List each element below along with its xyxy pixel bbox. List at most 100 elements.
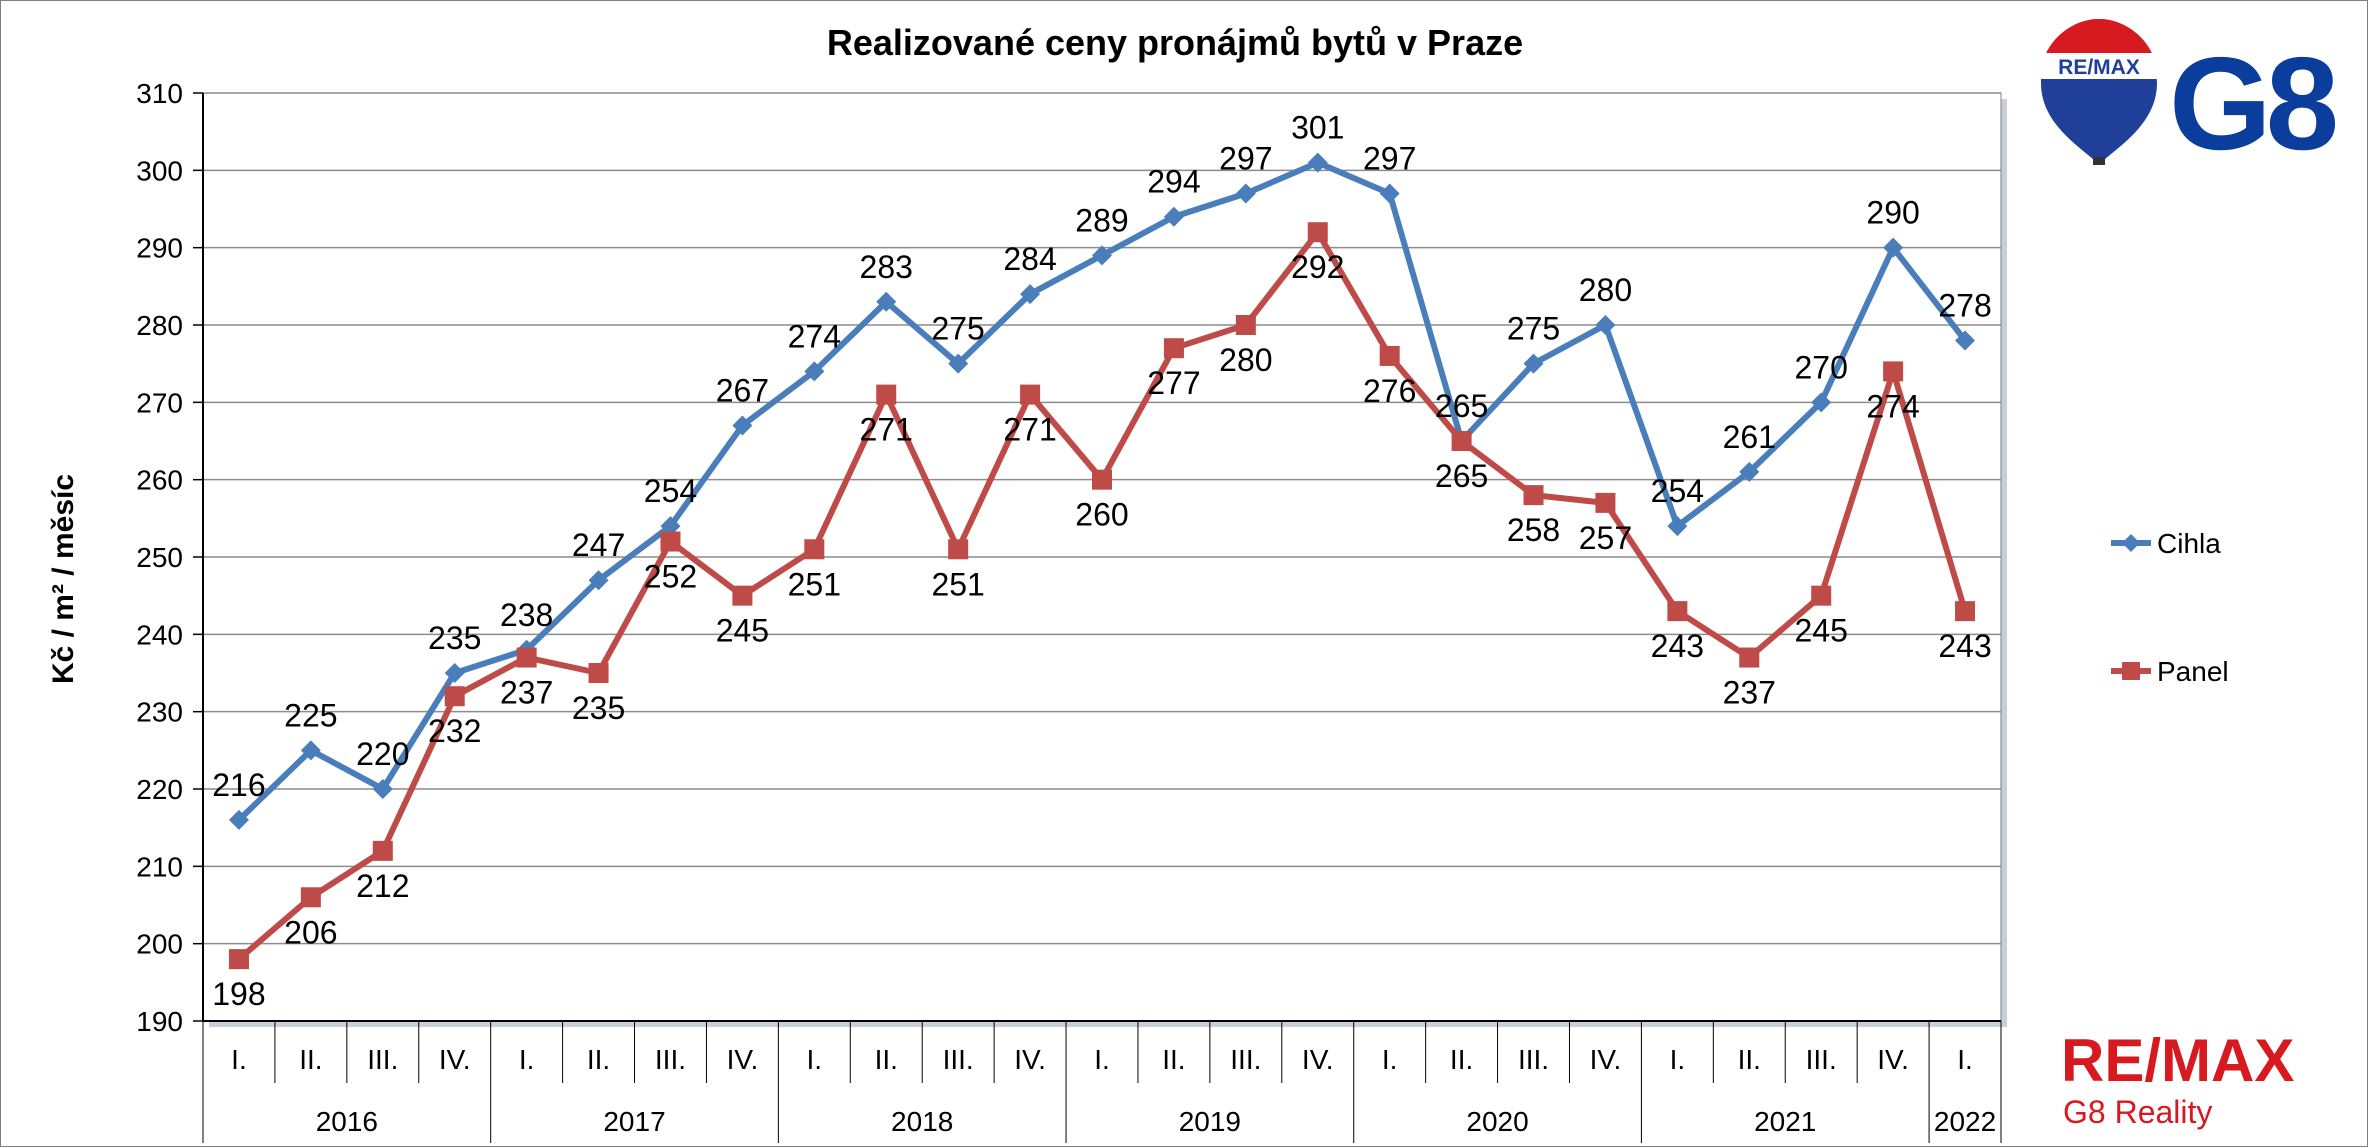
point-cihla <box>588 570 609 591</box>
point-cihla <box>444 663 465 683</box>
footer-g8-reality: G8 Reality <box>2063 1094 2212 1130</box>
legend-marker <box>2122 662 2140 680</box>
data-label-cihla: 254 <box>1651 473 1704 509</box>
x-category-label: I. <box>1670 1044 1686 1075</box>
point-cihla <box>1667 516 1688 537</box>
y-tick-label: 190 <box>136 1006 183 1037</box>
legend-label: Panel <box>2157 656 2229 687</box>
point-panel <box>1955 601 1976 622</box>
point-cihla <box>1595 315 1616 335</box>
point-panel <box>1379 345 1400 366</box>
x-category-label: II. <box>875 1044 898 1075</box>
x-category-label: III. <box>655 1044 686 1075</box>
y-axis-label: Kč / m² / měsíc <box>47 474 80 684</box>
data-label-panel: 258 <box>1507 512 1560 548</box>
data-label-panel: 260 <box>1075 497 1128 533</box>
data-label-cihla: 267 <box>716 373 769 409</box>
data-label-panel: 245 <box>1795 613 1848 649</box>
data-label-cihla: 284 <box>1003 241 1056 277</box>
y-tick-label: 250 <box>136 542 183 573</box>
point-panel <box>1595 492 1616 513</box>
point-panel <box>1163 338 1184 359</box>
data-label-cihla: 254 <box>644 473 697 509</box>
data-label-cihla: 275 <box>1507 311 1560 347</box>
data-label-cihla: 265 <box>1435 388 1488 424</box>
x-category-label: II. <box>1738 1044 1761 1075</box>
point-panel <box>660 531 681 552</box>
x-axis: I. II. III. IV. I. II. III. IV. I. II. III. IV. I. II… <box>202 1020 2002 1143</box>
data-label-cihla: 289 <box>1075 202 1128 238</box>
point-panel <box>588 663 609 683</box>
x-category-label: I. <box>231 1044 247 1075</box>
point-cihla <box>804 361 825 382</box>
data-label-panel: 237 <box>1723 675 1776 711</box>
x-category-label: II. <box>587 1044 610 1075</box>
y-tick-label: 230 <box>136 697 183 728</box>
point-cihla <box>1955 330 1976 351</box>
point-panel <box>1739 647 1760 668</box>
x-category-label: IV. <box>1590 1044 1622 1075</box>
x-category-label: I. <box>1957 1044 1973 1075</box>
data-label-panel: 251 <box>931 566 984 602</box>
point-panel <box>876 384 897 405</box>
x-year-label: 2018 <box>891 1106 953 1137</box>
y-tick-label: 200 <box>136 929 183 960</box>
data-label-panel: 237 <box>500 675 553 711</box>
data-label-panel: 265 <box>1435 458 1488 494</box>
data-label-panel: 252 <box>644 559 697 595</box>
data-label-panel: 243 <box>1651 628 1704 664</box>
x-year-label: 2017 <box>603 1106 665 1137</box>
data-label-cihla: 247 <box>572 527 625 563</box>
y-tick-label: 310 <box>136 78 183 109</box>
y-tick-label: 220 <box>136 774 183 805</box>
data-label-cihla: 275 <box>931 311 984 347</box>
x-category-label: IV. <box>1302 1044 1334 1075</box>
x-category-label: III. <box>367 1044 398 1075</box>
y-axis: 190 200 210 220 230 240 250 260 270 280 290 300 310 <box>136 78 204 1037</box>
y-tick-label: 270 <box>136 387 183 418</box>
point-cihla <box>1811 392 1832 413</box>
data-label-panel: 212 <box>356 868 409 904</box>
data-label-cihla: 261 <box>1723 419 1776 455</box>
point-panel <box>516 647 537 668</box>
data-label-panel: 232 <box>428 713 481 749</box>
point-panel <box>732 585 753 606</box>
x-category-label: I. <box>1094 1044 1110 1075</box>
x-category-label: II. <box>299 1044 322 1075</box>
data-label-cihla: 294 <box>1147 164 1200 200</box>
data-label-panel: 235 <box>572 690 625 726</box>
data-label-panel: 292 <box>1291 249 1344 285</box>
y-tick-label: 260 <box>136 465 183 496</box>
point-cihla <box>1092 245 1112 266</box>
point-cihla <box>228 809 249 830</box>
data-label-cihla: 238 <box>500 597 553 633</box>
data-label-panel: 274 <box>1866 388 1919 424</box>
x-category-label: II. <box>1162 1044 1185 1075</box>
point-panel <box>1523 485 1544 506</box>
point-panel <box>1883 361 1904 382</box>
data-label-cihla: 235 <box>428 620 481 656</box>
x-category-label: IV. <box>1014 1044 1046 1075</box>
point-cihla <box>876 291 897 312</box>
point-panel <box>228 949 249 970</box>
data-label-cihla: 297 <box>1363 141 1416 177</box>
y-tick-label: 290 <box>136 233 183 264</box>
data-label-panel: 198 <box>212 976 265 1012</box>
point-cihla <box>1235 183 1256 204</box>
point-cihla <box>1883 237 1904 258</box>
data-label-panel: 243 <box>1938 628 1991 664</box>
x-category-label: IV. <box>727 1044 759 1075</box>
point-cihla <box>1739 461 1760 482</box>
x-year-label: 2020 <box>1466 1106 1528 1137</box>
data-label-panel: 257 <box>1579 520 1632 556</box>
point-cihla <box>660 516 681 537</box>
data-label-panel: 271 <box>860 412 913 448</box>
data-label-cihla: 297 <box>1219 141 1272 177</box>
x-category-label: III. <box>1806 1044 1837 1075</box>
point-cihla <box>372 779 393 799</box>
data-label-cihla: 216 <box>212 767 265 803</box>
x-category-label: I. <box>1382 1044 1398 1075</box>
data-label-cihla: 290 <box>1866 195 1919 231</box>
point-panel <box>300 887 321 908</box>
